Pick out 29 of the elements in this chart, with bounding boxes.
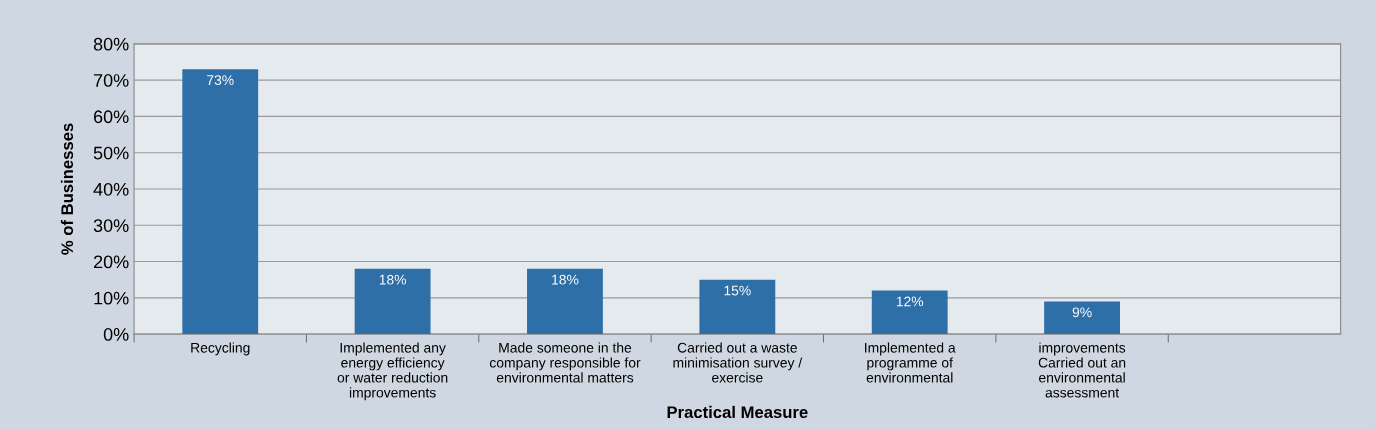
x-tick-label: Made someone in the company responsible for environmental matters (489, 342, 641, 383)
y-tick-label: 20% (93, 255, 129, 269)
bar (871, 290, 948, 335)
x-tick-label: improvements Carried out an environmental assessment (1038, 342, 1126, 398)
data-label: 73% (207, 75, 234, 86)
y-tick-label: 50% (93, 146, 129, 160)
y-tick-label: 40% (93, 182, 129, 196)
x-tick-label: Recycling (191, 342, 250, 356)
bar (354, 268, 431, 335)
bar (527, 268, 603, 335)
y-tick-label: 0% (103, 328, 129, 341)
data-label: 15% (724, 285, 751, 296)
bar (182, 69, 259, 335)
x-axis-title: Practical Measure (667, 405, 808, 419)
y-tick-label: 60% (93, 110, 129, 124)
x-tick-label: Implemented any energy efficiency or water reduction improvements (337, 342, 448, 401)
y-tick-label: 70% (93, 74, 129, 87)
y-axis-title: % of Businesses (60, 123, 74, 255)
data-label: 18% (552, 274, 579, 285)
data-label: 18% (379, 274, 407, 285)
x-tick-label: Implemented a programme of environmental (865, 342, 956, 383)
bar (1044, 301, 1120, 335)
data-label: 9% (1072, 307, 1092, 318)
bar (699, 279, 776, 335)
x-tick-label: Carried out a waste minimisation survey / exercise (673, 342, 803, 383)
y-tick-label: 30% (93, 219, 129, 232)
y-tick-label: 80% (93, 37, 129, 51)
y-tick-label: 10% (94, 291, 129, 305)
data-label: 12% (896, 296, 924, 307)
